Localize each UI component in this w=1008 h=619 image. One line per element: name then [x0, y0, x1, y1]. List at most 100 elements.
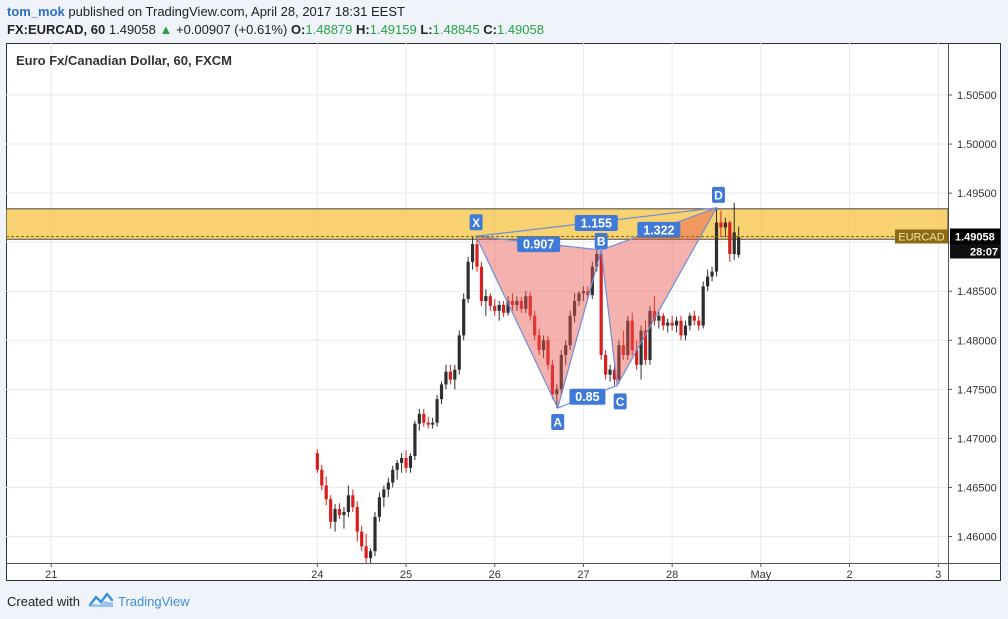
y-tick-label: 1.48000	[957, 335, 997, 347]
y-tick-label: 1.50500	[957, 90, 997, 102]
candle-body	[493, 305, 497, 311]
candle-body	[510, 301, 515, 305]
candle-body	[479, 266, 484, 302]
candle-body	[559, 355, 563, 390]
candle-body	[320, 469, 324, 486]
candle-body	[373, 516, 377, 552]
candle-body	[382, 489, 386, 498]
candle-body	[706, 276, 710, 287]
ratio-label-bg	[574, 215, 618, 232]
created-with-text: Created with	[7, 594, 80, 609]
candle-body	[732, 232, 736, 254]
candle-body	[586, 291, 590, 296]
candle-body	[453, 369, 457, 380]
high-label: H:	[356, 22, 370, 37]
candle-body	[528, 296, 532, 316]
candle-body	[546, 340, 550, 365]
candle-body	[617, 345, 621, 380]
candle-body	[697, 320, 701, 326]
candle-body	[595, 253, 599, 267]
publish-line: tom_mok published on TradingView.com, Ap…	[7, 4, 405, 19]
pattern-point-label: X	[472, 216, 480, 230]
y-tick-label: 1.49500	[957, 188, 997, 200]
candle-body	[674, 320, 679, 326]
y-tick-label: 1.47500	[957, 384, 997, 396]
ratio-label-bg	[637, 221, 681, 238]
candle-body	[439, 384, 444, 400]
y-tick-label: 1.46000	[957, 532, 997, 544]
candle-body	[395, 462, 399, 470]
symbol-tag-bg	[895, 229, 948, 244]
candle-body	[502, 304, 506, 313]
candle-body	[550, 364, 554, 395]
candle-body	[404, 458, 408, 468]
candle-body	[581, 291, 586, 294]
candle-body	[737, 237, 741, 255]
candle-body	[679, 320, 683, 336]
pattern-point-label-bg	[711, 186, 725, 203]
symbol-label: FX:EURCAD, 60	[7, 22, 106, 37]
pattern-point-label-bg	[551, 413, 565, 430]
last-price-tag-bg	[950, 228, 1000, 245]
candle-body	[497, 304, 501, 311]
candle-body	[364, 546, 368, 559]
tradingview-logo-icon[interactable]	[88, 591, 114, 609]
candle-body	[670, 322, 674, 326]
candle-body	[692, 315, 696, 321]
candle-body	[368, 551, 373, 559]
countdown-tag-bg	[950, 244, 1000, 259]
pattern-point-label: B	[597, 235, 606, 249]
candle-body	[408, 456, 413, 468]
y-tick-label: 1.48500	[957, 286, 997, 298]
candle-body	[488, 296, 492, 306]
candle-body	[577, 293, 581, 302]
x-tick-label: 27	[577, 569, 589, 581]
candle-body	[417, 413, 421, 424]
candle-body	[333, 509, 337, 522]
candle-body	[457, 335, 461, 370]
candle-body	[564, 345, 568, 355]
candle-body	[329, 499, 333, 522]
low-value: 1.48845	[432, 22, 480, 37]
x-tick-label: 28	[666, 569, 678, 581]
candle-body	[572, 301, 577, 316]
candle-body	[360, 531, 364, 547]
pattern-point-label: D	[714, 188, 723, 202]
candle-body	[484, 296, 488, 302]
chart-canvas[interactable]: 1.155 0.907 1.322 0.85 X A B C D EURCAD 1.50500 1.5…	[6, 43, 1001, 581]
x-tick-label: 2	[846, 569, 852, 581]
candle-body	[506, 301, 510, 313]
candle-body	[621, 345, 625, 355]
footer: Created with TradingView	[0, 584, 1008, 619]
candle-body	[714, 222, 719, 272]
x-tick-label: 21	[45, 569, 57, 581]
candle-body	[626, 320, 630, 355]
candle-body	[683, 325, 688, 336]
chart-header: tom_mok published on TradingView.com, Ap…	[0, 0, 1008, 42]
close-label: C:	[483, 22, 497, 37]
tradingview-link[interactable]: TradingView	[118, 594, 190, 609]
symbol-line: FX:EURCAD, 60 1.49058 ▲ +0.00907 (+0.61%…	[7, 22, 544, 37]
candle-body	[657, 315, 661, 321]
x-tick-label: 25	[400, 569, 412, 581]
candle-body	[519, 301, 523, 309]
open-value: 1.48879	[305, 22, 353, 37]
candle-body	[377, 497, 382, 517]
x-tick-label: 24	[311, 569, 323, 581]
ratio-label-bg	[569, 388, 606, 405]
candle-body	[608, 369, 612, 375]
candle-body	[431, 422, 435, 425]
candle-body	[533, 315, 537, 336]
candle-body	[652, 310, 657, 321]
author-link[interactable]: tom_mok	[7, 4, 65, 19]
candle-body	[351, 495, 355, 508]
candle-body	[470, 244, 475, 262]
ratio-label: 0.85	[575, 390, 599, 404]
candle-body	[728, 222, 732, 254]
price-change: +0.00907 (+0.61%)	[176, 22, 288, 37]
y-tick-label: 1.50000	[957, 139, 997, 151]
candle-body	[324, 485, 328, 500]
candle-body	[413, 423, 417, 457]
close-value: 1.49058	[496, 22, 544, 37]
candle-body	[346, 495, 350, 512]
